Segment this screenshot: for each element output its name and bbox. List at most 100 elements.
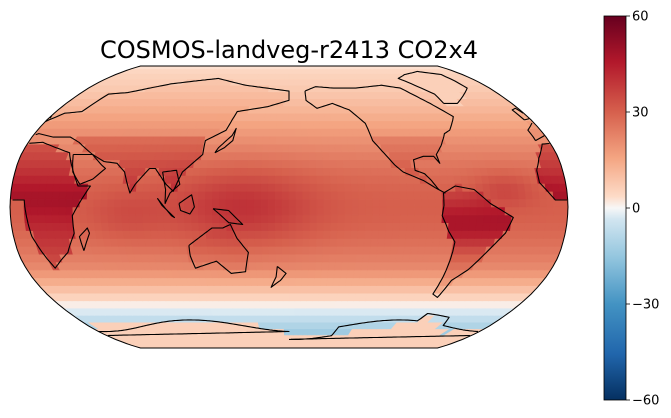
field-cell xyxy=(385,66,397,70)
field-cell xyxy=(151,238,160,247)
field-cell xyxy=(107,191,116,200)
field-cell xyxy=(434,198,443,208)
field-cell xyxy=(198,222,207,231)
field-cell xyxy=(295,230,304,239)
field-cell xyxy=(254,167,263,176)
field-cell xyxy=(300,120,309,129)
field-cell xyxy=(121,206,130,216)
field-cell xyxy=(271,307,279,316)
field-cell xyxy=(240,66,249,70)
field-cell xyxy=(267,206,276,216)
field-cell xyxy=(364,175,373,184)
field-cell xyxy=(197,206,206,216)
field-cell xyxy=(282,135,290,145)
field-cell xyxy=(309,191,318,200)
field-cell xyxy=(288,277,296,286)
field-cell xyxy=(281,238,290,247)
field-cell xyxy=(227,246,236,255)
field-cell xyxy=(293,84,300,93)
field-cell xyxy=(351,198,359,208)
field-cell xyxy=(135,222,145,231)
field-cell xyxy=(219,198,227,208)
field-cell xyxy=(300,285,309,294)
field-cell xyxy=(307,128,315,137)
field-cell xyxy=(191,175,201,184)
field-cell xyxy=(309,175,318,184)
field-cell xyxy=(538,191,548,200)
field-cell xyxy=(392,222,401,231)
field-cell xyxy=(261,151,270,161)
field-cell xyxy=(384,175,394,184)
field-cell xyxy=(249,135,258,145)
field-cell xyxy=(532,198,541,208)
field-cell xyxy=(189,66,201,70)
field-cell xyxy=(497,191,506,200)
field-cell xyxy=(552,214,562,223)
field-cell xyxy=(235,143,244,153)
field-cell xyxy=(254,151,263,161)
field-cell xyxy=(114,206,123,216)
field-cell xyxy=(212,183,221,192)
field-cell xyxy=(469,191,478,200)
field-cell xyxy=(323,191,332,200)
field-cell xyxy=(496,183,505,192)
field-cell xyxy=(294,285,302,294)
field-cell xyxy=(254,238,263,247)
field-cell xyxy=(277,91,285,99)
field-cell xyxy=(302,175,311,184)
field-cell xyxy=(294,112,302,122)
field-cell xyxy=(213,246,222,255)
field-cell xyxy=(204,206,213,216)
field-cell xyxy=(239,191,248,200)
field-cell xyxy=(281,206,290,216)
field-cell xyxy=(288,238,297,247)
field-cell xyxy=(142,214,151,223)
field-cell xyxy=(260,214,269,223)
field-cell xyxy=(327,261,336,271)
field-cell xyxy=(273,84,280,93)
coastline-greenland xyxy=(397,70,468,104)
field-cell xyxy=(308,261,316,271)
field-cell xyxy=(280,340,286,346)
field-cell xyxy=(309,238,317,247)
field-cell xyxy=(434,191,443,200)
field-cell xyxy=(283,78,290,86)
field-cell xyxy=(434,214,443,223)
field-cell xyxy=(511,206,520,216)
field-cell xyxy=(240,159,249,168)
field-cell xyxy=(149,206,157,216)
field-cell xyxy=(405,175,414,184)
field-cell xyxy=(163,214,172,223)
field-cell xyxy=(363,238,372,247)
field-cell xyxy=(334,143,343,153)
field-cell xyxy=(181,66,193,70)
field-cell xyxy=(294,292,302,302)
field-cell xyxy=(306,285,315,294)
field-cell xyxy=(178,238,188,247)
field-cell xyxy=(447,222,457,231)
field-cell xyxy=(191,230,201,239)
field-cell xyxy=(10,191,19,200)
field-cell xyxy=(288,135,296,145)
field-cell xyxy=(261,246,270,255)
coastline-namer xyxy=(304,84,454,194)
field-cell xyxy=(219,183,228,192)
field-cell xyxy=(376,159,385,168)
field-cell xyxy=(177,222,186,231)
field-cell xyxy=(427,214,436,223)
field-cell xyxy=(248,151,257,161)
colorbar-tick-label: −30 xyxy=(632,298,659,313)
field-cell xyxy=(262,143,270,153)
field-cell xyxy=(309,183,318,192)
field-cell xyxy=(413,183,422,192)
field-cell xyxy=(255,269,264,279)
field-cell xyxy=(93,214,102,223)
field-cell xyxy=(538,214,548,223)
field-cell xyxy=(278,78,285,86)
field-cell xyxy=(313,128,322,137)
field-cell xyxy=(219,230,228,239)
field-cell xyxy=(87,222,96,231)
field-cell xyxy=(288,151,297,161)
field-cell xyxy=(212,222,221,231)
field-cell xyxy=(302,230,311,239)
